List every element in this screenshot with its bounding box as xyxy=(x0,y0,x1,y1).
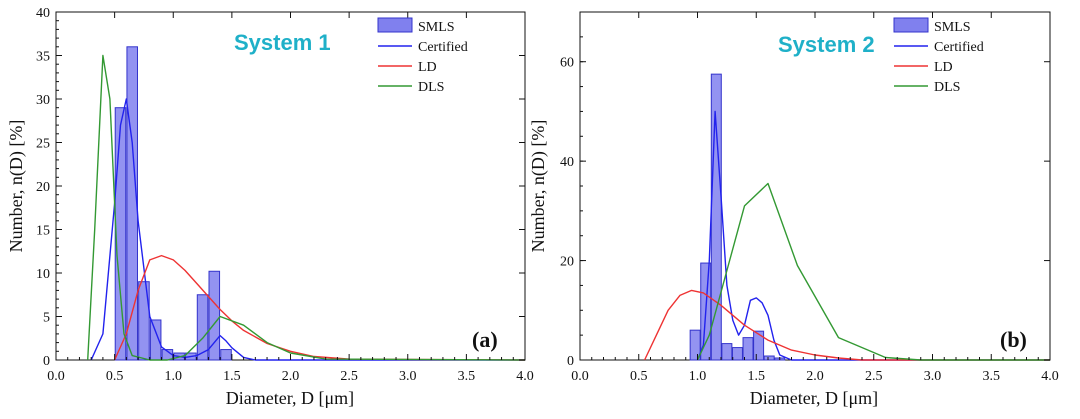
x-tick-label: 1.0 xyxy=(689,369,707,384)
panel-label: (a) xyxy=(472,327,498,352)
y-tick-label: 15 xyxy=(36,224,50,239)
legend-label: LD xyxy=(934,60,953,75)
smls-bar xyxy=(763,355,775,361)
x-tick-label: 3.5 xyxy=(983,369,1001,384)
series-line-dls xyxy=(87,54,526,361)
x-tick-label: 0.5 xyxy=(630,369,648,384)
chart-title: System 2 xyxy=(778,32,875,57)
legend-label: Certified xyxy=(934,40,984,55)
y-axis-title: Number, n(D) [%] xyxy=(528,120,549,253)
smls-bar xyxy=(220,349,232,361)
legend-label: DLS xyxy=(418,80,444,95)
y-tick-label: 35 xyxy=(36,50,50,65)
x-tick-label: 2.5 xyxy=(340,369,358,384)
x-tick-label: 3.5 xyxy=(458,369,476,384)
legend-label: Certified xyxy=(418,40,468,55)
smls-bar xyxy=(753,330,765,361)
x-tick-label: 0.5 xyxy=(106,369,124,384)
plot-frame xyxy=(579,11,1051,361)
y-tick-label: 40 xyxy=(560,155,574,170)
plot-frame xyxy=(55,11,526,361)
x-tick-label: 4.0 xyxy=(1041,369,1059,384)
series-line-ld xyxy=(113,254,526,361)
x-tick-label: 2.5 xyxy=(865,369,883,384)
smls-bar xyxy=(138,281,150,361)
legend-swatch-smls xyxy=(377,17,413,33)
legend-swatch-smls xyxy=(893,17,929,33)
smls-bars xyxy=(689,73,786,361)
x-tick-label: 1.5 xyxy=(748,369,766,384)
legend-label: DLS xyxy=(934,80,960,95)
y-tick-label: 60 xyxy=(560,56,574,71)
y-axis-ticks: 0 20 40 60 xyxy=(560,11,1050,369)
series-line-certified xyxy=(696,110,1050,361)
x-tick-label: 1.5 xyxy=(223,369,241,384)
x-axis-title: Diameter, D [μm] xyxy=(750,388,878,408)
smls-bar xyxy=(731,347,743,361)
chart-panel-system-2: 0.0 0.5 1.0 1.5 2.0 2.5 3.0 3.5 4.0 0 20 40 60 Diam… xyxy=(528,11,1059,408)
x-tick-label: 2.0 xyxy=(806,369,824,384)
legend-label: SMLS xyxy=(934,20,971,35)
y-tick-label: 25 xyxy=(36,137,50,152)
x-tick-label: 2.0 xyxy=(282,369,300,384)
smls-bar xyxy=(721,343,733,361)
y-tick-label: 30 xyxy=(36,93,50,108)
x-tick-label: 3.0 xyxy=(399,369,417,384)
panel-label: (b) xyxy=(1000,327,1027,352)
legend-label: LD xyxy=(418,60,437,75)
chart-panel-system-1: 0.0 0.5 1.0 1.5 2.0 2.5 3.0 3.5 4.0 0 5 10 15 20 25 30… xyxy=(6,6,534,408)
distribution-lines xyxy=(643,110,1050,361)
y-tick-label: 20 xyxy=(560,255,574,270)
series-line-dls xyxy=(696,182,1050,361)
smls-bar xyxy=(196,294,209,361)
y-tick-label: 10 xyxy=(36,267,50,282)
distribution-lines xyxy=(87,54,526,361)
series-line-ld xyxy=(643,289,1050,361)
x-tick-label: 3.0 xyxy=(924,369,942,384)
x-axis-ticks: 0.0 0.5 1.0 1.5 2.0 2.5 3.0 3.5 4.0 xyxy=(47,12,534,384)
smls-bar xyxy=(742,337,754,361)
x-tick-label: 0.0 xyxy=(571,369,589,384)
legend: SMLS Certified LD DLS xyxy=(377,17,468,95)
y-tick-label: 20 xyxy=(36,180,50,195)
x-tick-label: 4.0 xyxy=(516,369,534,384)
x-axis-title: Diameter, D [μm] xyxy=(226,388,354,408)
smls-bar xyxy=(710,73,722,361)
y-axis-ticks: 0 5 10 15 20 25 30 35 40 xyxy=(36,6,525,369)
y-axis-title: Number, n(D) [%] xyxy=(6,120,27,253)
y-tick-label: 0 xyxy=(43,354,50,369)
y-tick-label: 40 xyxy=(36,6,50,21)
y-tick-label: 5 xyxy=(43,311,50,326)
smls-bar xyxy=(208,270,221,361)
legend: SMLS Certified LD DLS xyxy=(893,17,984,95)
x-tick-label: 1.0 xyxy=(165,369,183,384)
smls-bar xyxy=(114,107,127,361)
x-axis-ticks: 0.0 0.5 1.0 1.5 2.0 2.5 3.0 3.5 4.0 xyxy=(571,12,1059,384)
legend-label: SMLS xyxy=(418,20,455,35)
smls-bar xyxy=(689,329,701,361)
x-tick-label: 0.0 xyxy=(47,369,65,384)
chart-title: System 1 xyxy=(234,30,331,55)
y-tick-label: 0 xyxy=(567,354,574,369)
